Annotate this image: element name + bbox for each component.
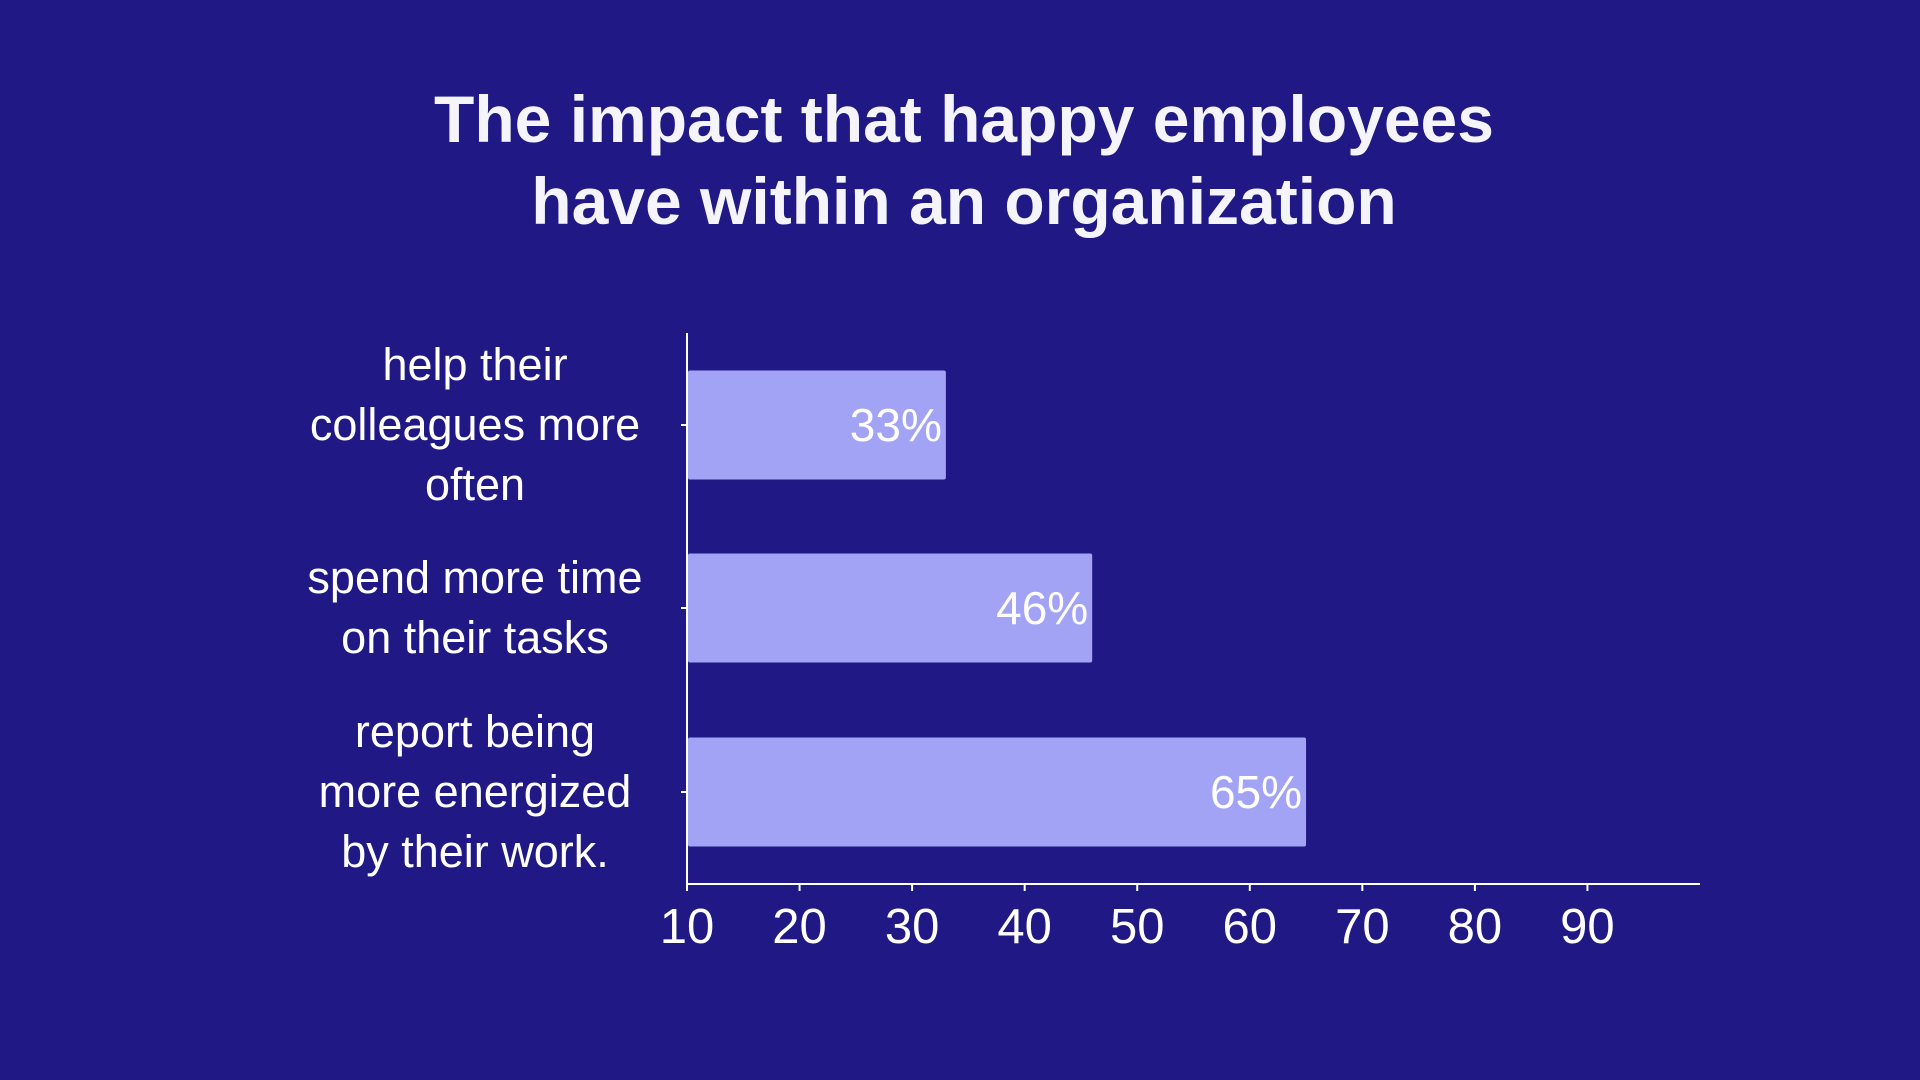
category-label: colleagues more (310, 399, 640, 450)
category-label: on their tasks (341, 612, 609, 663)
bar (688, 737, 1307, 847)
category-label: often (425, 459, 525, 510)
data-label: 46% (996, 582, 1088, 634)
category-label: help their (382, 339, 567, 390)
bar (688, 370, 946, 480)
data-label: 33% (850, 399, 942, 451)
category-label: spend more time (307, 552, 642, 603)
x-tick-label: 80 (1448, 900, 1503, 954)
x-tick-label: 50 (1110, 900, 1165, 954)
x-tick-label: 60 (1223, 900, 1278, 954)
category-label: more energized (319, 766, 632, 817)
bar (688, 553, 1093, 663)
x-tick-label: 20 (772, 900, 827, 954)
chart-title: The impact that happy employees have wit… (0, 78, 1920, 242)
category-label: by their work. (341, 826, 609, 877)
x-tick-label: 30 (885, 900, 940, 954)
x-tick-label: 40 (997, 900, 1052, 954)
x-tick-label: 90 (1560, 900, 1615, 954)
chart-title-line: have within an organization (531, 164, 1397, 238)
x-tick-label: 10 (660, 900, 715, 954)
category-label: report being (355, 706, 595, 757)
x-tick-label: 70 (1335, 900, 1390, 954)
chart-title-line: The impact that happy employees (434, 82, 1494, 156)
data-label: 65% (1210, 766, 1302, 818)
